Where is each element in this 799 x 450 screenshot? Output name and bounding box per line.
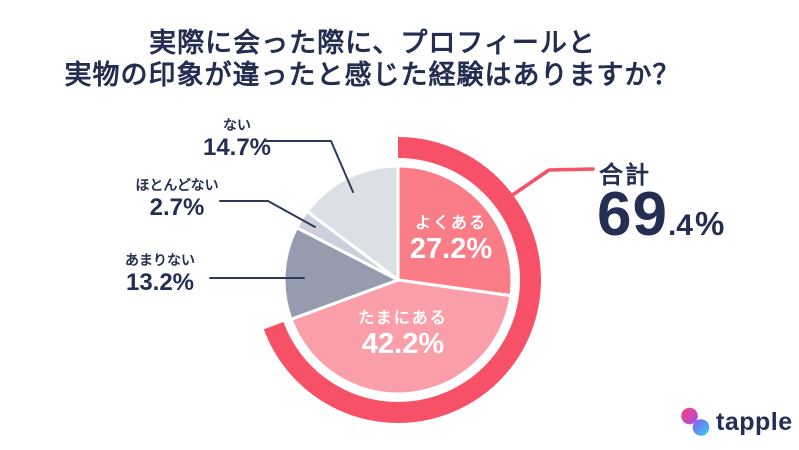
title-line-2: 実物の印象が違ったと感じた経験はありますか？: [64, 60, 681, 90]
title-line-1: 実際に会った際に、プロフィールと: [149, 28, 596, 58]
brand-name: tapple: [716, 408, 793, 436]
label-tamaniaru-name: たまにある: [358, 310, 448, 327]
tapple-icon: [681, 407, 710, 436]
pie-slice-たまにある: [289, 278, 513, 396]
label-amarinai: あまりない 13.2%: [98, 252, 222, 296]
label-hotondonai: ほとんどない 2.7%: [115, 177, 239, 221]
pie-slice-あまりない: [282, 226, 400, 321]
total-arc: [263, 137, 541, 423]
label-yokuaru: よくある 27.2%: [391, 214, 511, 264]
label-amarinai-value: 13.2%: [125, 269, 195, 296]
label-yokuaru-name: よくある: [414, 215, 487, 232]
label-yokuaru-value: 27.2%: [409, 233, 493, 265]
label-hotondonai-name: ほとんどない: [135, 177, 219, 193]
label-amarinai-name: あまりない: [125, 252, 195, 268]
label-nai: ない 14.7%: [175, 117, 299, 161]
total-highlight-arc: [263, 137, 541, 423]
leader-line-nai: [264, 140, 354, 193]
label-tamaniaru-value: 42.2%: [361, 328, 445, 360]
total-value-int: 69: [597, 180, 668, 249]
page-title: 実際に会った際に、プロフィールと 実物の印象が違ったと感じた経験はありますか？: [0, 27, 745, 91]
label-nai-name: ない: [223, 117, 251, 133]
pie-slice-よくある: [396, 164, 514, 298]
label-hotondonai-value: 2.7%: [149, 194, 205, 221]
label-nai-value: 14.7%: [202, 134, 272, 161]
total-label: 合計: [599, 162, 651, 189]
pie-slices: [282, 164, 514, 396]
total-value-frac: .4: [667, 209, 693, 242]
leader-line-total: [512, 167, 595, 196]
leader-line-hotondonai: [219, 200, 316, 228]
total-value-unit: %: [695, 205, 725, 242]
label-tamaniaru: たまにある 42.2%: [343, 309, 463, 359]
brand-logo: tapple: [677, 403, 792, 443]
total-value: 69 .4 %: [597, 184, 724, 246]
